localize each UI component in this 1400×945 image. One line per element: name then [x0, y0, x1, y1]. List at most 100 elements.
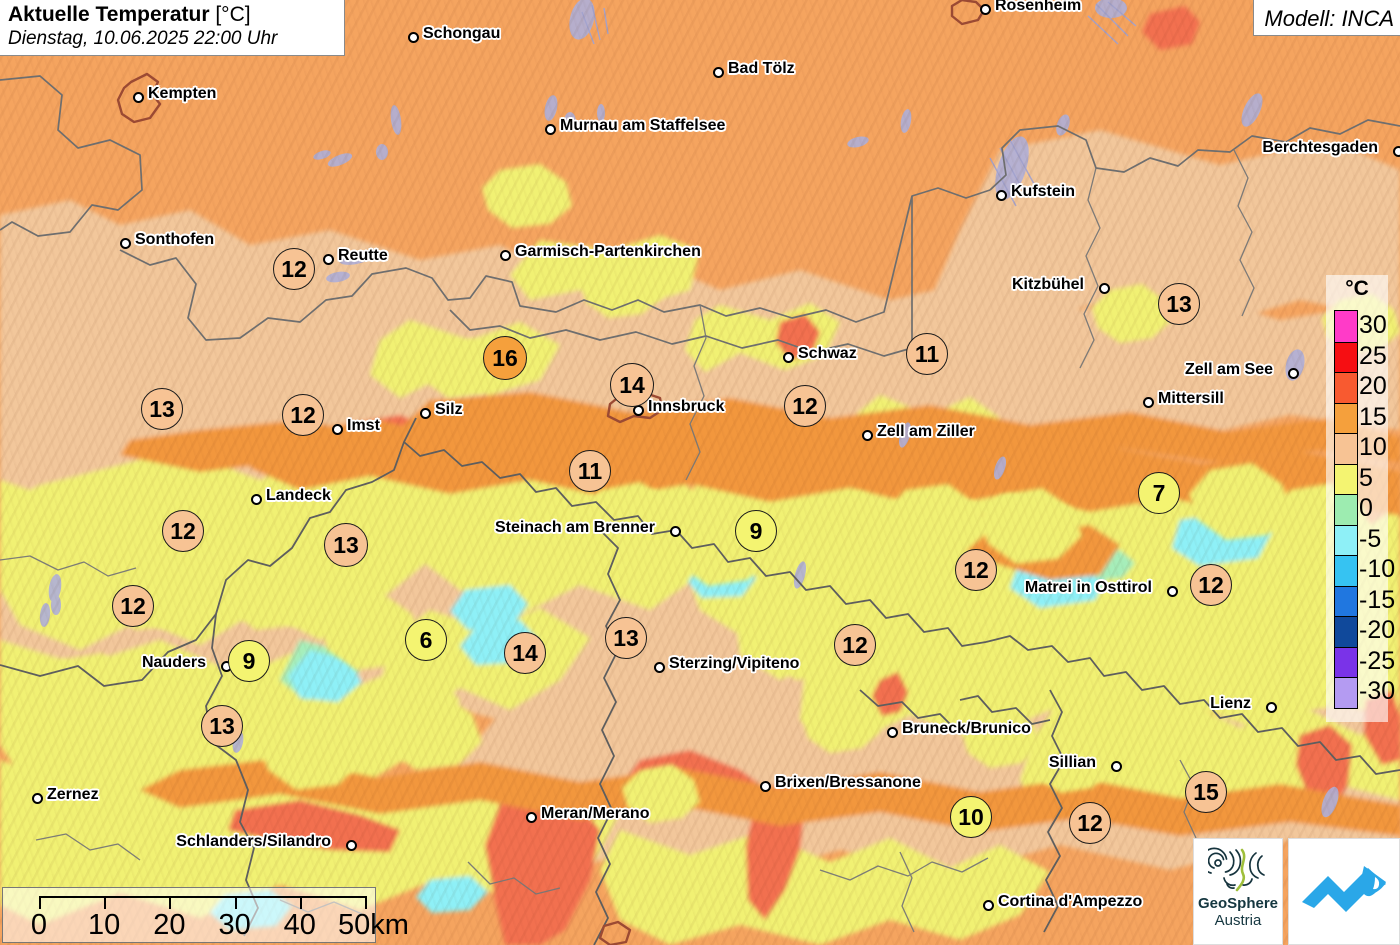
temperature-bubble: 13	[324, 523, 368, 567]
city-dot-icon	[545, 124, 556, 135]
city-dot-icon	[1143, 397, 1154, 408]
scale-tick	[299, 896, 302, 909]
city-dot-icon	[996, 190, 1007, 201]
scale-number: 0	[30, 909, 48, 941]
temperature-bubble: 7	[1138, 472, 1180, 514]
legend-swatch-25	[1335, 341, 1357, 372]
city-label: Schlanders/Silandro	[176, 833, 331, 850]
city-label: Bruneck/Brunico	[902, 720, 1031, 737]
legend-swatch-0	[1335, 494, 1357, 525]
legend-swatch-30	[1335, 311, 1357, 342]
legend-label-10: 10	[1359, 433, 1387, 461]
city-label: Landeck	[266, 487, 331, 504]
scale-bar-ticks	[39, 896, 367, 910]
geosphere-swirl-icon	[1200, 846, 1268, 894]
temperature-bubble: 12	[273, 248, 315, 290]
temperature-bubble: 12	[112, 585, 154, 627]
legend-label-25: 25	[1359, 341, 1387, 370]
legend-swatch-10	[1335, 433, 1357, 464]
temperature-bubble: 12	[955, 549, 997, 591]
temperature-bubble: 12	[162, 510, 204, 552]
temperature-bubble: 14	[504, 632, 546, 674]
title-unit: [°C]	[215, 3, 251, 26]
temperature-bubble: 13	[605, 617, 647, 659]
temperature-bubble: 10	[950, 796, 992, 838]
scale-number: 30	[218, 909, 251, 941]
city-label: Zernez	[47, 786, 99, 803]
city-label: Berchtesgaden	[1262, 139, 1378, 156]
city-label: Brixen/Bressanone	[775, 774, 921, 791]
city-dot-icon	[1099, 283, 1110, 294]
city-label: Innsbruck	[648, 398, 725, 415]
partner-logo[interactable]	[1288, 838, 1400, 945]
legend-label--10: -10	[1359, 555, 1396, 583]
city-label: Matrei in Osttirol	[1024, 579, 1152, 596]
scale-bar-axis	[39, 896, 365, 898]
legend-swatch-15	[1335, 402, 1357, 433]
temperature-bubble: 13	[141, 388, 183, 430]
legend-swatch--15	[1335, 585, 1357, 616]
page-title: Aktuelle Temperatur [°C]	[8, 2, 336, 27]
legend-swatch--20	[1335, 616, 1357, 647]
legend-label--25: -25	[1359, 646, 1396, 675]
city-dot-icon	[1393, 146, 1400, 157]
city-label: Imst	[347, 417, 380, 434]
city-label: Nauders	[141, 654, 206, 671]
legend-swatch--10	[1335, 555, 1357, 586]
city-label: Cortina d'Ampezzo	[998, 893, 1143, 910]
city-dot-icon	[500, 250, 511, 261]
temperature-bubble: 12	[784, 385, 826, 427]
city-dot-icon	[670, 526, 681, 537]
city-dot-icon	[346, 840, 357, 851]
city-dot-icon	[120, 238, 131, 249]
model-label-box: Modell: INCA	[1253, 0, 1400, 36]
temperature-bubble: 11	[569, 450, 611, 492]
city-label: Kitzbühel	[1012, 276, 1084, 293]
temperature-bubble: 13	[1158, 283, 1200, 325]
city-label: Zell am Ziller	[877, 423, 975, 440]
city-dot-icon	[783, 352, 794, 363]
legend-label--20: -20	[1359, 616, 1396, 644]
temperature-bubble: 13	[201, 705, 243, 747]
city-label: Sterzing/Vipiteno	[669, 655, 800, 672]
scale-tick	[39, 896, 41, 909]
legend-tick-labels: 30 25 20 15 10 5 0 -5 -10 -15 -20 -25 -30	[1359, 310, 1396, 707]
city-label: Mittersill	[1158, 390, 1224, 407]
city-label: Rosenheim	[995, 0, 1082, 14]
city-label: Sonthofen	[135, 231, 215, 248]
temperature-bubble: 15	[1185, 771, 1227, 813]
city-label: Silz	[435, 401, 463, 418]
temperature-bubble: 6	[405, 619, 447, 661]
city-label: Sillian	[1048, 754, 1096, 771]
city-label: Zell am See	[1184, 361, 1273, 378]
city-dot-icon	[983, 900, 994, 911]
legend-label--15: -15	[1359, 585, 1396, 614]
city-dot-icon	[332, 424, 343, 435]
temperature-bubble: 16	[483, 336, 527, 380]
temperature-bubble: 12	[282, 394, 324, 436]
title-timestamp: Dienstag, 10.06.2025 22:00 Uhr	[8, 28, 278, 49]
scale-number: 20	[153, 909, 186, 941]
scale-number: 50km	[338, 909, 409, 941]
scale-number: 40	[283, 909, 316, 941]
legend-label-5: 5	[1359, 463, 1373, 492]
temperature-bubble: 12	[1190, 564, 1232, 606]
geosphere-austria-logo[interactable]: GeoSphere Austria	[1193, 838, 1283, 945]
temperature-bubble: 12	[1069, 802, 1111, 844]
scale-tick	[234, 896, 237, 909]
title-heading: Aktuelle Temperatur	[8, 3, 210, 26]
city-dot-icon	[420, 408, 431, 419]
temperature-bubble: 11	[906, 333, 948, 375]
scale-tick	[365, 896, 367, 909]
legend-color-bar	[1334, 310, 1358, 709]
city-dot-icon	[862, 430, 873, 441]
scale-tick	[104, 896, 107, 909]
legend-label--5: -5	[1359, 524, 1382, 553]
city-dot-icon	[323, 254, 334, 265]
city-label: Kempten	[148, 85, 217, 102]
map-title-box: Aktuelle Temperatur [°C] Dienstag, 10.06…	[0, 0, 345, 56]
city-dot-icon	[1167, 586, 1178, 597]
legend-swatch-5	[1335, 463, 1357, 494]
city-dot-icon	[1111, 761, 1122, 772]
